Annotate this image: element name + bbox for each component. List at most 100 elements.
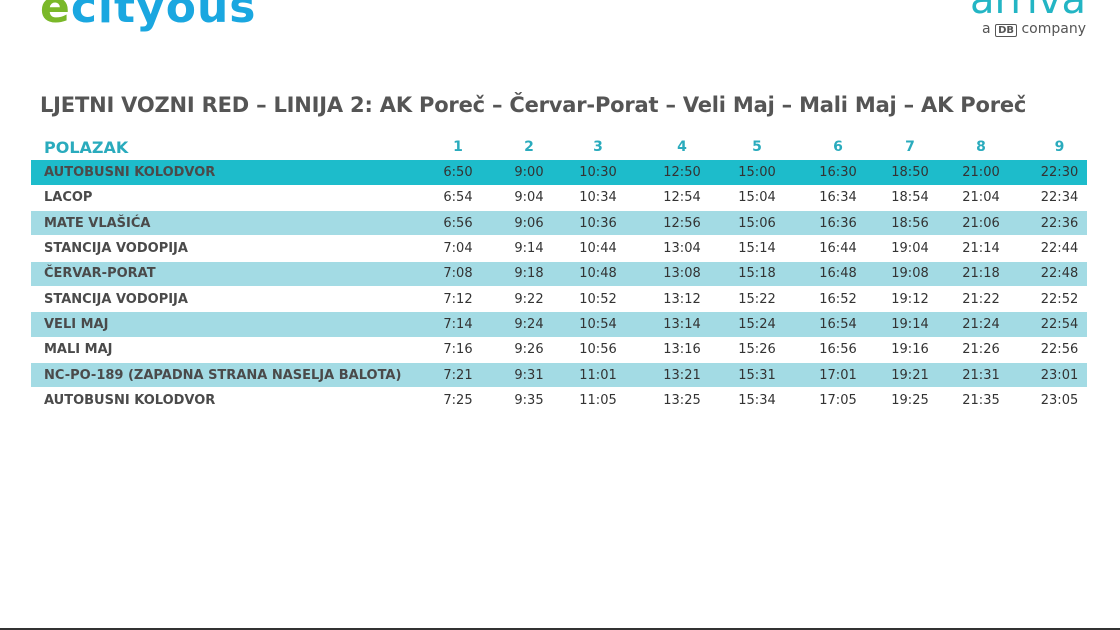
table-row: NC-PO-189 (ZAPADNA STRANA NASELJA BALOTA… <box>31 362 1087 389</box>
departure-time: 13:16 <box>636 337 728 363</box>
departure-time: 17:05 <box>786 387 890 414</box>
table-row: AUTOBUSNI KOLODVOR 7:25 9:35 11:05 13:25 15:3… <box>31 387 1087 414</box>
departure-time: 19:12 <box>890 286 930 313</box>
page-title: LJETNI VOZNI RED – LINIJA 2: AK Poreč – … <box>40 93 1027 117</box>
departure-time: 16:48 <box>786 261 890 287</box>
departure-time: 22:44 <box>1032 235 1087 262</box>
departure-time: 7:14 <box>418 311 498 338</box>
timetable: POLAZAK 1 2 3 4 5 6 7 8 9 AUTOBUSNI KOLODVOR 6:50 9… <box>31 134 1087 414</box>
departure-time: 9:22 <box>498 286 560 313</box>
column-header: 2 <box>524 139 534 155</box>
table-row: VELI MAJ 7:14 9:24 10:54 13:14 15:24 16:54 19:1… <box>31 311 1087 338</box>
departure-time: 10:44 <box>560 235 636 262</box>
departure-time: 15:34 <box>728 387 786 414</box>
departure-time: 9:31 <box>498 362 560 389</box>
departure-time: 22:36 <box>1032 210 1087 237</box>
departure-time: 7:12 <box>418 286 498 313</box>
departure-time: 22:34 <box>1032 185 1087 212</box>
stop-name: VELI MAJ <box>31 311 418 338</box>
departure-time: 19:21 <box>890 362 930 389</box>
departure-time: 15:04 <box>728 185 786 212</box>
departure-time: 23:01 <box>1032 362 1087 389</box>
departure-time: 21:00 <box>930 160 1032 186</box>
departure-time: 13:21 <box>636 362 728 389</box>
table-row: LACOP 6:54 9:04 10:34 12:54 15:04 16:34 18:54 21… <box>31 185 1087 212</box>
departure-time: 13:25 <box>636 387 728 414</box>
table-row: STANCIJA VODOPIJA 7:12 9:22 10:52 13:12 15:22… <box>31 286 1087 313</box>
departure-time: 21:31 <box>930 362 1032 389</box>
departure-time: 23:05 <box>1032 387 1087 414</box>
table-row: MALI MAJ 7:16 9:26 10:56 13:16 15:26 16:56 19:1… <box>31 337 1087 363</box>
departure-time: 15:22 <box>728 286 786 313</box>
departure-time: 11:05 <box>560 387 636 414</box>
departure-time: 21:26 <box>930 337 1032 363</box>
departure-time: 19:16 <box>890 337 930 363</box>
departure-time: 15:31 <box>728 362 786 389</box>
departure-time: 16:34 <box>786 185 890 212</box>
departure-time: 9:35 <box>498 387 560 414</box>
departure-time: 11:01 <box>560 362 636 389</box>
stop-name: AUTOBUSNI KOLODVOR <box>31 387 418 414</box>
arriva-logo: arriva a DB company <box>970 0 1086 37</box>
departure-time: 21:24 <box>930 311 1032 338</box>
departure-time: 21:04 <box>930 185 1032 212</box>
departure-time: 7:16 <box>418 337 498 363</box>
departure-time: 21:06 <box>930 210 1032 237</box>
table-row: ČERVAR-PORAT 7:08 9:18 10:48 13:08 15:18 16:48… <box>31 261 1087 287</box>
departure-time: 12:50 <box>636 160 728 186</box>
column-header: 6 <box>833 139 843 155</box>
departure-time: 7:21 <box>418 362 498 389</box>
departure-time: 22:52 <box>1032 286 1087 313</box>
departure-time: 7:04 <box>418 235 498 262</box>
departure-time: 22:30 <box>1032 160 1087 186</box>
departure-time: 6:54 <box>418 185 498 212</box>
departure-time: 16:56 <box>786 337 890 363</box>
table-row: AUTOBUSNI KOLODVOR 6:50 9:00 10:30 12:50 15:0… <box>31 160 1087 186</box>
departure-time: 9:00 <box>498 160 560 186</box>
departure-time: 6:50 <box>418 160 498 186</box>
column-header: 3 <box>593 139 603 155</box>
departure-time: 17:01 <box>786 362 890 389</box>
column-header: 9 <box>1054 139 1065 155</box>
column-header: 5 <box>752 139 762 155</box>
departure-time: 15:24 <box>728 311 786 338</box>
column-header: 4 <box>677 139 687 155</box>
departure-time: 15:26 <box>728 337 786 363</box>
departure-time: 10:30 <box>560 160 636 186</box>
table-row: MATE VLAŠIĆA 6:56 9:06 10:36 12:56 15:06 16:36… <box>31 210 1087 237</box>
departure-time: 15:00 <box>728 160 786 186</box>
stop-name: MATE VLAŠIĆA <box>31 210 418 237</box>
departure-time: 9:18 <box>498 261 560 287</box>
cityous-logo: ecityous <box>40 0 257 33</box>
departure-time: 16:52 <box>786 286 890 313</box>
departure-time: 18:50 <box>890 160 930 186</box>
departure-time: 15:14 <box>728 235 786 262</box>
departure-time: 13:04 <box>636 235 728 262</box>
departure-time: 16:54 <box>786 311 890 338</box>
stop-name: LACOP <box>31 185 418 212</box>
stop-name: NC-PO-189 (ZAPADNA STRANA NASELJA BALOTA… <box>31 362 418 389</box>
departure-time: 12:54 <box>636 185 728 212</box>
departure-time: 15:06 <box>728 210 786 237</box>
departure-time: 19:25 <box>890 387 930 414</box>
departure-time: 19:04 <box>890 235 930 262</box>
divider <box>0 628 1120 630</box>
departure-time: 12:56 <box>636 210 728 237</box>
table-row: STANCIJA VODOPIJA 7:04 9:14 10:44 13:04 15:14… <box>31 235 1087 262</box>
departure-time: 6:56 <box>418 210 498 237</box>
departure-time: 19:14 <box>890 311 930 338</box>
stop-name: STANCIJA VODOPIJA <box>31 235 418 262</box>
departure-time: 10:56 <box>560 337 636 363</box>
departure-time: 16:44 <box>786 235 890 262</box>
header-polazak: POLAZAK <box>44 137 129 157</box>
departure-time: 9:06 <box>498 210 560 237</box>
departure-time: 9:26 <box>498 337 560 363</box>
departure-time: 19:08 <box>890 261 930 287</box>
departure-time: 10:34 <box>560 185 636 212</box>
column-header: 1 <box>453 139 463 155</box>
column-header: 8 <box>976 139 986 155</box>
stop-name: AUTOBUSNI KOLODVOR <box>31 160 418 186</box>
departure-time: 16:30 <box>786 160 890 186</box>
stop-name: ČERVAR-PORAT <box>31 261 418 287</box>
departure-time: 15:18 <box>728 261 786 287</box>
